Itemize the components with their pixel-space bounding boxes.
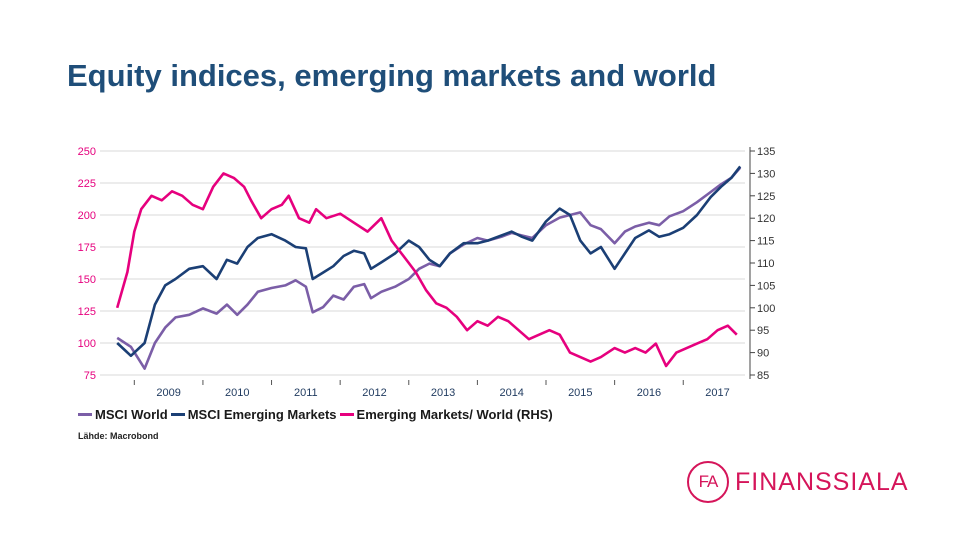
- slide-title: Equity indices, emerging markets and wor…: [67, 58, 717, 93]
- right-tick-label: 90: [757, 348, 769, 360]
- series-msci-em-line: [116, 165, 742, 358]
- x-tick-label: 2009: [156, 387, 180, 399]
- left-tick-label: 225: [78, 178, 96, 190]
- right-tick-label: 100: [757, 303, 775, 315]
- left-tick-label: 250: [78, 146, 96, 158]
- legend-item-em-world: Emerging Markets/ World (RHS): [339, 407, 553, 422]
- chart-grid: [100, 150, 745, 376]
- legend-item-msci-em: MSCI Emerging Markets: [170, 407, 337, 422]
- series-msci-world-line: [116, 166, 742, 370]
- chart-legend: MSCI World MSCI Emerging Markets Emergin…: [78, 407, 556, 422]
- left-tick-label: 150: [78, 274, 96, 286]
- x-tick-label: 2017: [705, 387, 729, 399]
- x-tick-label: 2014: [499, 387, 523, 399]
- right-tick-label: 120: [757, 213, 775, 225]
- x-tick-label: 2013: [431, 387, 455, 399]
- right-tick-label: 130: [757, 168, 775, 180]
- right-tick-label: 115: [757, 236, 775, 248]
- x-axis: 2009 2010 2011 2012 2013 2014 2015 2016 2017: [133, 380, 730, 399]
- left-tick-label: 200: [78, 210, 96, 222]
- right-tick-label: 105: [757, 280, 775, 292]
- left-tick-label: 100: [78, 338, 96, 350]
- x-tick-label: 2011: [294, 387, 318, 399]
- left-tick-label: 175: [78, 242, 96, 254]
- right-tick-label: 95: [757, 325, 769, 337]
- left-tick-label: 125: [78, 306, 96, 318]
- right-tick-label: 85: [757, 370, 769, 382]
- right-tick-label: 110: [757, 258, 775, 270]
- legend-label-msci-em: MSCI Emerging Markets: [187, 407, 337, 422]
- legend-swatch-msci-world: [78, 413, 92, 416]
- x-tick-label: 2012: [362, 387, 386, 399]
- chart-series: [115, 165, 742, 370]
- right-tick-label: 135: [757, 146, 775, 158]
- x-tick-label: 2010: [225, 387, 249, 399]
- legend-label-msci-world: MSCI World: [95, 407, 168, 422]
- legend-swatch-em-world: [339, 413, 354, 416]
- series-em-world-line: [115, 172, 738, 368]
- right-tick-label: 125: [757, 191, 775, 203]
- left-tick-label: 75: [84, 370, 96, 382]
- finanssiala-logo: FA FINANSSIALA: [687, 461, 909, 503]
- right-axis: 135 130 125 120 115 110 105 100 95 90 85: [749, 146, 775, 382]
- logo-mark: FA: [687, 461, 729, 503]
- legend-label-em-world: Emerging Markets/ World (RHS): [356, 407, 553, 422]
- left-axis: 250 225 200 175 150 125 100 75: [78, 146, 96, 382]
- legend-item-msci-world: MSCI World: [78, 407, 168, 422]
- source-note: Lähde: Macrobond: [78, 431, 159, 441]
- x-tick-label: 2015: [568, 387, 592, 399]
- logo-name: FINANSSIALA: [735, 467, 909, 496]
- legend-swatch-msci-em: [170, 413, 185, 416]
- x-tick-label: 2016: [637, 387, 661, 399]
